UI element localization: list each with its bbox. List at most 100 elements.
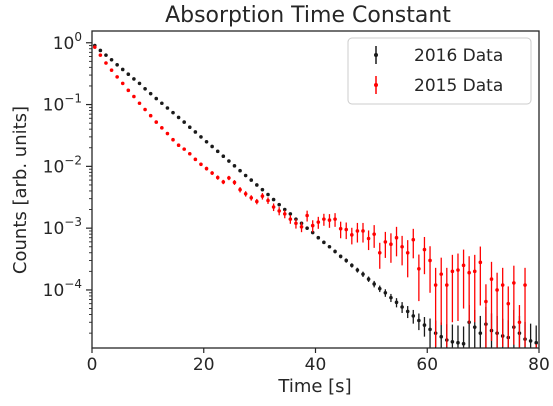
data-point bbox=[305, 213, 309, 218]
y-tick-label: 10−4 bbox=[43, 277, 82, 301]
data-point bbox=[299, 225, 304, 229]
data-point bbox=[467, 270, 471, 275]
data-point bbox=[266, 198, 270, 203]
data-point bbox=[383, 240, 388, 244]
data-point bbox=[143, 86, 147, 91]
data-point bbox=[199, 135, 203, 139]
legend-marker-dot bbox=[374, 53, 378, 57]
data-point bbox=[422, 247, 427, 252]
data-point bbox=[394, 300, 399, 305]
data-point bbox=[109, 68, 114, 72]
data-point bbox=[338, 226, 343, 231]
data-point bbox=[305, 226, 309, 230]
data-point bbox=[333, 217, 337, 221]
data-point bbox=[171, 137, 175, 142]
data-point bbox=[445, 283, 449, 287]
y-tick-label: 10−2 bbox=[43, 153, 82, 177]
data-point bbox=[422, 323, 427, 327]
data-point bbox=[400, 305, 404, 309]
legend-label: 2015 Data bbox=[414, 76, 503, 96]
data-point bbox=[210, 144, 214, 149]
data-point bbox=[143, 107, 147, 112]
data-point bbox=[439, 334, 444, 339]
data-point bbox=[478, 260, 483, 265]
data-point bbox=[204, 166, 209, 171]
data-point bbox=[411, 314, 416, 318]
y-axis-label: Counts [arb. units] bbox=[10, 106, 31, 274]
data-point bbox=[271, 205, 276, 209]
data-point bbox=[160, 126, 164, 130]
data-point bbox=[405, 250, 410, 255]
chart-title: Absorption Time Constant bbox=[165, 3, 451, 28]
data-point bbox=[461, 263, 466, 268]
data-point bbox=[266, 192, 270, 197]
data-point bbox=[366, 277, 371, 281]
x-tick-label: 40 bbox=[305, 355, 327, 375]
data-point bbox=[210, 171, 214, 175]
data-point bbox=[366, 236, 371, 241]
legend: 2016 Data 2015 Data bbox=[347, 37, 532, 105]
data-point bbox=[500, 283, 505, 287]
data-point bbox=[132, 77, 136, 81]
data-point bbox=[472, 325, 477, 329]
data-point bbox=[238, 168, 242, 173]
data-point bbox=[417, 318, 421, 323]
data-point bbox=[204, 139, 209, 144]
legend-marker-dot bbox=[374, 83, 378, 87]
data-point bbox=[132, 94, 136, 99]
legend-label: 2016 Data bbox=[414, 46, 503, 66]
data-point bbox=[294, 221, 298, 226]
legend-box bbox=[347, 37, 532, 105]
y-tick-label: 10−3 bbox=[43, 215, 82, 239]
data-point bbox=[355, 229, 360, 233]
data-point bbox=[137, 81, 142, 86]
data-point bbox=[104, 53, 108, 57]
data-point bbox=[517, 320, 522, 325]
data-point bbox=[260, 194, 265, 198]
data-point bbox=[310, 230, 315, 235]
data-point bbox=[154, 96, 159, 101]
data-point bbox=[361, 229, 365, 233]
data-point bbox=[450, 339, 455, 344]
data-point bbox=[512, 281, 516, 285]
data-point bbox=[277, 202, 281, 207]
data-point bbox=[243, 191, 248, 196]
data-point bbox=[400, 244, 404, 249]
data-point bbox=[534, 340, 539, 345]
data-point bbox=[215, 149, 220, 154]
data-point bbox=[411, 237, 416, 242]
data-point bbox=[126, 88, 131, 93]
data-point bbox=[232, 180, 237, 185]
data-point bbox=[523, 283, 527, 287]
data-point bbox=[433, 283, 438, 287]
data-point bbox=[350, 233, 354, 237]
data-point bbox=[428, 258, 432, 263]
data-point bbox=[417, 266, 421, 271]
data-point bbox=[394, 235, 399, 240]
data-point bbox=[456, 340, 460, 345]
x-tick-label: 60 bbox=[416, 355, 438, 375]
data-point bbox=[165, 131, 170, 136]
data-point bbox=[148, 91, 153, 96]
data-point bbox=[165, 106, 170, 110]
data-point bbox=[282, 212, 287, 216]
data-point bbox=[506, 301, 511, 306]
data-point bbox=[372, 282, 376, 286]
data-point bbox=[528, 339, 533, 343]
y-tick-label: 10−1 bbox=[43, 92, 82, 116]
data-point bbox=[450, 269, 455, 274]
data-point bbox=[215, 175, 220, 180]
data-point bbox=[187, 125, 192, 130]
data-point bbox=[389, 242, 393, 247]
data-point bbox=[372, 232, 376, 236]
data-point bbox=[249, 195, 254, 200]
data-point bbox=[288, 212, 293, 216]
data-point bbox=[227, 159, 231, 163]
data-point bbox=[98, 48, 103, 53]
data-point bbox=[316, 220, 321, 224]
data-point bbox=[350, 263, 354, 268]
x-axis-label: Time [s] bbox=[277, 376, 351, 397]
data-point bbox=[377, 250, 382, 255]
data-point bbox=[327, 218, 332, 222]
data-point bbox=[137, 101, 142, 106]
